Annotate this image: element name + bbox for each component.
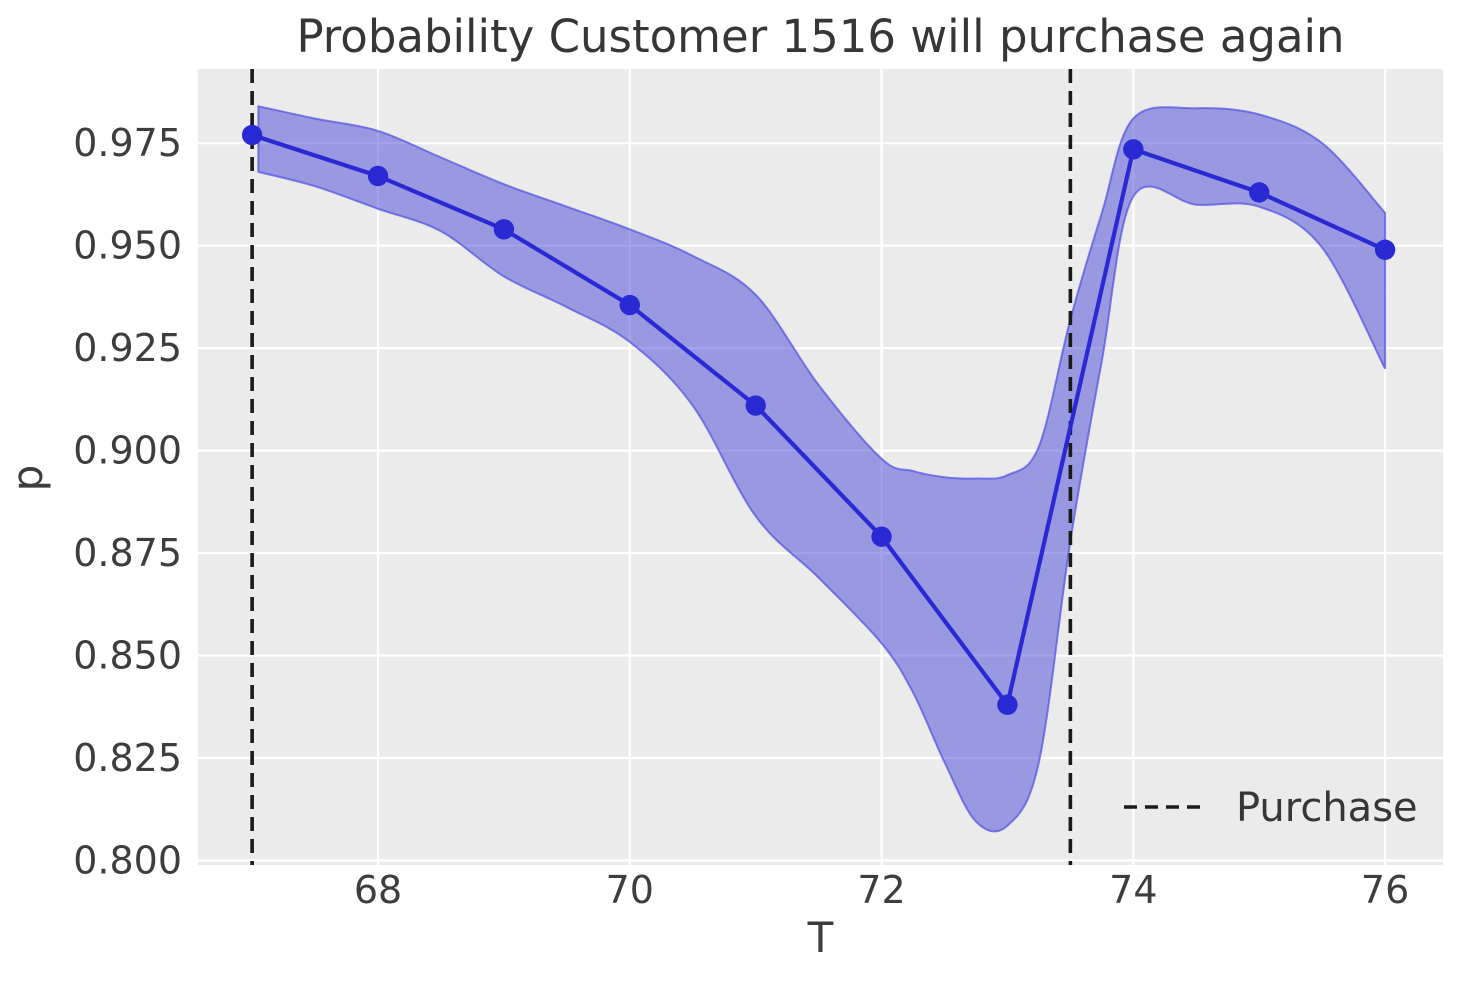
y-tick-label: 0.825 (73, 736, 182, 780)
y-tick-label: 0.850 (73, 634, 182, 678)
x-tick-label: 68 (354, 868, 402, 912)
data-point (241, 124, 263, 146)
y-tick-label: 0.875 (73, 531, 182, 575)
data-point (619, 294, 640, 316)
gridlines (198, 69, 1443, 865)
legend-label: Purchase (1236, 785, 1418, 831)
probability-line (251, 133, 1386, 707)
x-tick-label: 70 (606, 868, 654, 912)
data-point (997, 694, 1018, 715)
x-axis-label: T (807, 913, 834, 962)
plot-background (198, 69, 1443, 865)
data-point (745, 395, 766, 416)
y-tick-label: 0.950 (73, 224, 182, 268)
y-axis-label: p (3, 465, 52, 492)
tick-labels: 68 70 72 74 76 0.800 0.825 0.850 0.875 0.900 0.925… (73, 121, 1409, 912)
y-tick-label: 0.975 (73, 121, 182, 165)
y-tick-label: 0.800 (73, 838, 182, 882)
data-point (493, 219, 515, 240)
y-tick-label: 0.925 (73, 326, 182, 370)
data-point (871, 526, 892, 547)
chart-title: Probability Customer 1516 will purchase … (296, 10, 1344, 63)
x-tick-label: 72 (857, 868, 905, 912)
data-point (1123, 139, 1144, 160)
y-tick-label: 0.900 (73, 429, 182, 473)
data-point (1249, 182, 1270, 203)
legend: Purchase (1124, 785, 1418, 831)
data-point (1374, 239, 1396, 260)
data-point (367, 165, 389, 187)
x-tick-label: 76 (1361, 868, 1409, 912)
x-tick-label: 74 (1109, 868, 1157, 912)
